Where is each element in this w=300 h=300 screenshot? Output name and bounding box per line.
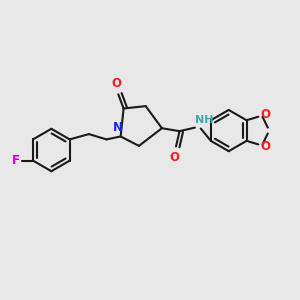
Text: O: O bbox=[260, 109, 270, 122]
Text: O: O bbox=[170, 151, 180, 164]
Text: NH: NH bbox=[195, 115, 214, 125]
Text: N: N bbox=[113, 121, 123, 134]
Text: O: O bbox=[112, 76, 122, 90]
Text: F: F bbox=[12, 154, 20, 167]
Text: O: O bbox=[260, 140, 270, 153]
